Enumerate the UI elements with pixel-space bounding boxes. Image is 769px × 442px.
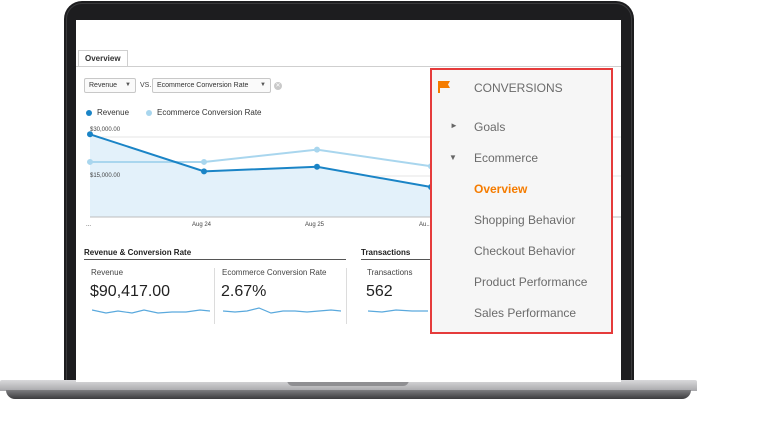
conversions-title: CONVERSIONS <box>474 81 563 95</box>
conversions-menu: CONVERSIONS ► Goals ▼ Ecommerce Overview… <box>430 68 613 334</box>
nav-item-sales-performance[interactable]: Sales Performance <box>474 306 577 320</box>
revenue-point[interactable] <box>201 168 207 175</box>
nav-item-ecommerce[interactable]: Ecommerce <box>474 151 539 165</box>
sparkline-revenue <box>92 309 210 314</box>
metric-value-revenue: $90,417.00 <box>90 283 171 300</box>
revenue-point[interactable] <box>314 163 320 170</box>
sparkline-transactions <box>368 309 428 313</box>
x-tick-aug26: Au... <box>419 222 432 228</box>
nav-item-shopping-behavior[interactable]: Shopping Behavior <box>474 213 576 227</box>
x-tick-start: ... <box>86 222 92 228</box>
metric-separator <box>346 268 347 324</box>
nav-item-goals[interactable]: Goals <box>474 120 506 134</box>
flag-icon <box>438 81 450 93</box>
secondary-metric-select[interactable]: Ecommerce Conversion Rate ▼ <box>152 78 271 93</box>
section-rule <box>361 259 431 260</box>
sparkline-conversion-rate <box>223 307 341 314</box>
vs-label: VS. <box>140 82 152 89</box>
x-tick-aug25: Aug 25 <box>305 222 325 228</box>
section-rule <box>84 259 346 260</box>
conversion-rate-point[interactable] <box>201 158 207 165</box>
conversion-rate-line <box>90 148 432 168</box>
legend-conversion-rate: Ecommerce Conversion Rate <box>157 108 262 117</box>
conversion-rate-point[interactable] <box>314 146 320 153</box>
primary-metric-label: Revenue <box>89 82 118 89</box>
remove-comparison-icon[interactable]: ✕ <box>274 82 282 90</box>
laptop-screen: Overview Revenue ▼ VS. Ecommerce Convers… <box>76 20 621 382</box>
secondary-metric-label: Ecommerce Conversion Rate <box>157 82 249 89</box>
metric-label-revenue: Revenue <box>91 268 124 277</box>
legend-dot-conversion-rate <box>146 110 152 116</box>
triangle-down-icon: ▼ <box>449 153 457 162</box>
chevron-down-icon: ▼ <box>260 82 266 88</box>
triangle-right-icon: ► <box>450 121 458 130</box>
legend-dot-revenue <box>86 110 92 116</box>
revenue-area <box>90 134 431 217</box>
primary-metric-select[interactable]: Revenue ▼ <box>84 78 136 93</box>
section-title-transactions: Transactions <box>361 248 411 257</box>
chevron-down-icon: ▼ <box>125 82 131 88</box>
nav-item-checkout-behavior[interactable]: Checkout Behavior <box>474 244 576 258</box>
tab-overview[interactable]: Overview <box>78 50 128 66</box>
revenue-point[interactable] <box>87 131 93 138</box>
metric-value-conversion-rate: 2.67% <box>221 283 267 300</box>
y-tick-15000: $15,000.00 <box>90 173 121 179</box>
nav-item-product-performance[interactable]: Product Performance <box>474 275 588 289</box>
metric-label-transactions: Transactions <box>367 268 413 277</box>
y-tick-30000: $30,000.00 <box>90 127 121 133</box>
section-title-revenue-conversion: Revenue & Conversion Rate <box>84 248 192 257</box>
metric-label-conversion-rate: Ecommerce Conversion Rate <box>222 268 327 277</box>
laptop-base-bottom <box>6 390 691 399</box>
screen-topbar <box>76 20 621 45</box>
tab-divider <box>76 66 621 67</box>
nav-item-overview[interactable]: Overview <box>474 182 528 196</box>
metric-separator <box>214 268 215 324</box>
metric-value-transactions: 562 <box>366 283 393 300</box>
laptop-notch <box>287 380 409 386</box>
x-tick-aug24: Aug 24 <box>192 222 212 228</box>
legend-revenue: Revenue <box>97 108 130 117</box>
revenue-line <box>89 133 432 189</box>
conversion-rate-point[interactable] <box>87 158 93 165</box>
